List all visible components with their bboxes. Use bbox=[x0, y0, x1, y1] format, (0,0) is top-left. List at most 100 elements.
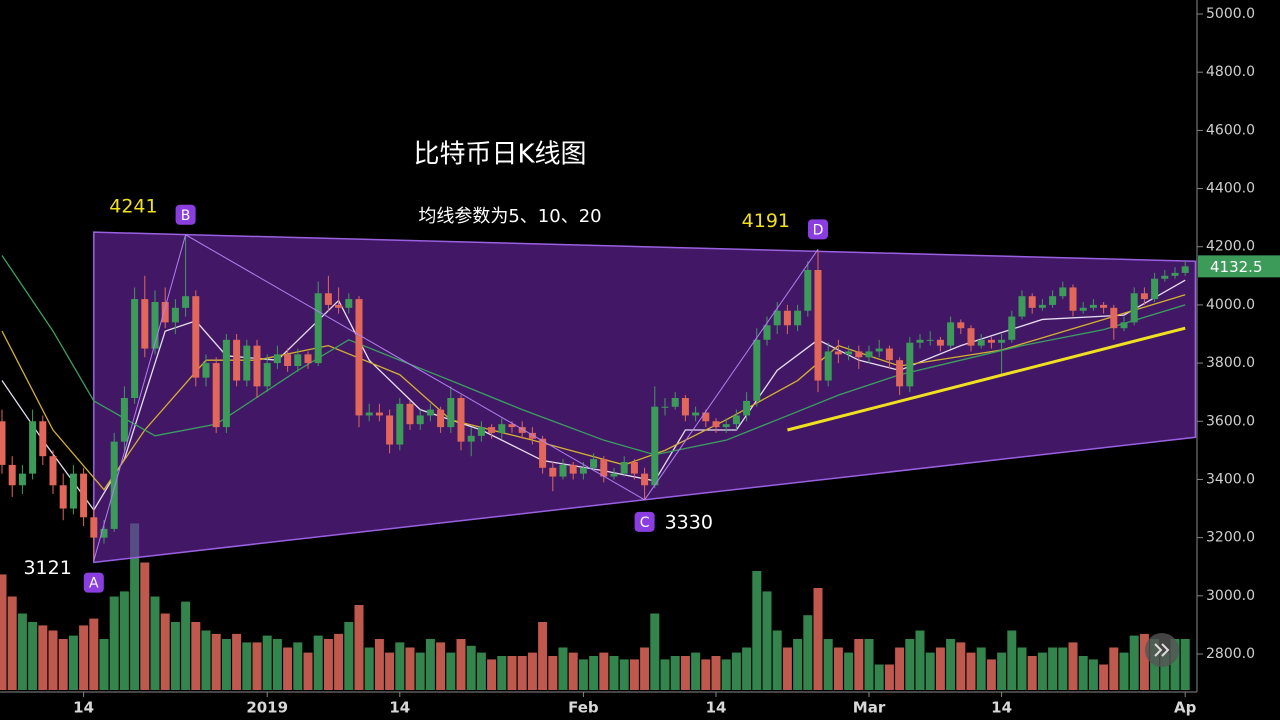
candle-body bbox=[110, 441, 118, 529]
scroll-button[interactable] bbox=[1145, 633, 1179, 667]
candle-body bbox=[304, 354, 312, 364]
candle-body bbox=[161, 302, 169, 323]
volume-bar bbox=[58, 639, 68, 690]
triangle-pattern bbox=[93, 231, 1197, 564]
y-tick-label: 4000.0 bbox=[1206, 297, 1255, 313]
volume-bar bbox=[527, 652, 537, 690]
volume-bar bbox=[385, 652, 395, 690]
candle-body bbox=[651, 406, 659, 486]
candle-body bbox=[335, 304, 343, 308]
candle-body bbox=[1120, 322, 1128, 329]
candle-body bbox=[804, 270, 812, 311]
x-tick-label: 14 bbox=[73, 699, 94, 717]
volume-bar bbox=[670, 656, 680, 690]
button-icon[interactable] bbox=[1154, 643, 1170, 657]
x-tick-label: Ap bbox=[1174, 699, 1197, 717]
volume-bar bbox=[986, 659, 996, 690]
candle-body bbox=[192, 296, 200, 378]
volume-bar bbox=[395, 642, 405, 690]
candle-body bbox=[1110, 307, 1118, 329]
candle-body bbox=[498, 424, 506, 433]
volume-bar bbox=[691, 652, 701, 690]
volume-bar bbox=[201, 630, 211, 690]
candle-body bbox=[39, 421, 47, 457]
volume-bar bbox=[844, 652, 854, 690]
candle-body bbox=[294, 354, 302, 366]
volume-bar bbox=[48, 630, 58, 690]
candle-body bbox=[49, 456, 57, 486]
candle-body bbox=[59, 485, 67, 509]
candle-body bbox=[702, 412, 710, 422]
candle-body bbox=[834, 351, 842, 355]
volume-bar bbox=[487, 659, 497, 690]
candle-body bbox=[151, 302, 159, 349]
volume-bar bbox=[476, 652, 486, 690]
volume-bar bbox=[997, 652, 1007, 690]
candle-body bbox=[416, 415, 424, 425]
candle-body bbox=[539, 438, 547, 468]
volume-bar bbox=[762, 591, 772, 690]
candle-body bbox=[906, 342, 914, 387]
x-tick-label: Mar bbox=[853, 699, 886, 717]
volume-bar bbox=[742, 647, 752, 690]
candle-body bbox=[845, 351, 853, 355]
candle-body bbox=[794, 310, 802, 326]
y-tick-label: 4800.0 bbox=[1206, 64, 1255, 80]
candle-body bbox=[1059, 287, 1067, 297]
volume-bar bbox=[17, 613, 27, 690]
candle-body bbox=[437, 409, 445, 428]
candle-body bbox=[375, 412, 383, 416]
volume-bar bbox=[578, 659, 588, 690]
candle-body bbox=[926, 339, 934, 341]
volume-bar bbox=[446, 652, 456, 690]
volume-bar bbox=[1088, 659, 1098, 690]
y-tick-label: 2800.0 bbox=[1206, 646, 1255, 662]
candle-body bbox=[0, 421, 6, 465]
point-value: 3121 bbox=[23, 557, 71, 579]
candle-body bbox=[1151, 278, 1159, 300]
candle-body bbox=[559, 464, 567, 477]
candle-body bbox=[253, 345, 261, 387]
candle-body bbox=[141, 299, 149, 349]
candle-body bbox=[80, 473, 88, 518]
volume-bar bbox=[517, 656, 527, 690]
volume-bar bbox=[589, 656, 599, 690]
volume-bar bbox=[374, 639, 384, 690]
volume-bar bbox=[619, 659, 629, 690]
candle-body bbox=[100, 528, 108, 538]
volume-bar bbox=[405, 647, 415, 690]
candle-body bbox=[1038, 304, 1046, 308]
volume-bar bbox=[28, 622, 38, 690]
point-value: 4241 bbox=[109, 195, 157, 217]
volume-bar bbox=[803, 615, 813, 690]
volume-bar bbox=[109, 596, 119, 690]
candle-body bbox=[365, 412, 373, 416]
candle-body bbox=[18, 473, 26, 486]
x-tick-label: 14 bbox=[389, 699, 410, 717]
volume-bar bbox=[456, 639, 466, 690]
volume-bar bbox=[150, 596, 160, 690]
volume-bar bbox=[1007, 630, 1017, 690]
volume-bar bbox=[1048, 647, 1058, 690]
point-value: 3330 bbox=[665, 511, 713, 533]
volume-bar bbox=[711, 656, 721, 690]
ma-line bbox=[1, 255, 1186, 456]
candle-body bbox=[131, 299, 139, 398]
last-price-tag bbox=[1198, 255, 1280, 278]
candle-body bbox=[722, 424, 730, 428]
volume-bar bbox=[731, 652, 741, 690]
volume-bar bbox=[221, 639, 231, 690]
candle-body bbox=[8, 464, 16, 486]
volume-bar bbox=[140, 562, 150, 690]
candle-body bbox=[998, 339, 1006, 343]
candle-body bbox=[202, 363, 210, 378]
volume-bar bbox=[425, 639, 435, 690]
volume-bar bbox=[466, 645, 476, 690]
volume-bar bbox=[660, 659, 670, 690]
volume-bar bbox=[752, 571, 762, 690]
candle-body bbox=[477, 427, 485, 436]
volume-bar bbox=[538, 622, 548, 690]
volume-bar bbox=[823, 639, 833, 690]
volume-bar bbox=[119, 591, 129, 690]
candle-body bbox=[1130, 293, 1138, 323]
